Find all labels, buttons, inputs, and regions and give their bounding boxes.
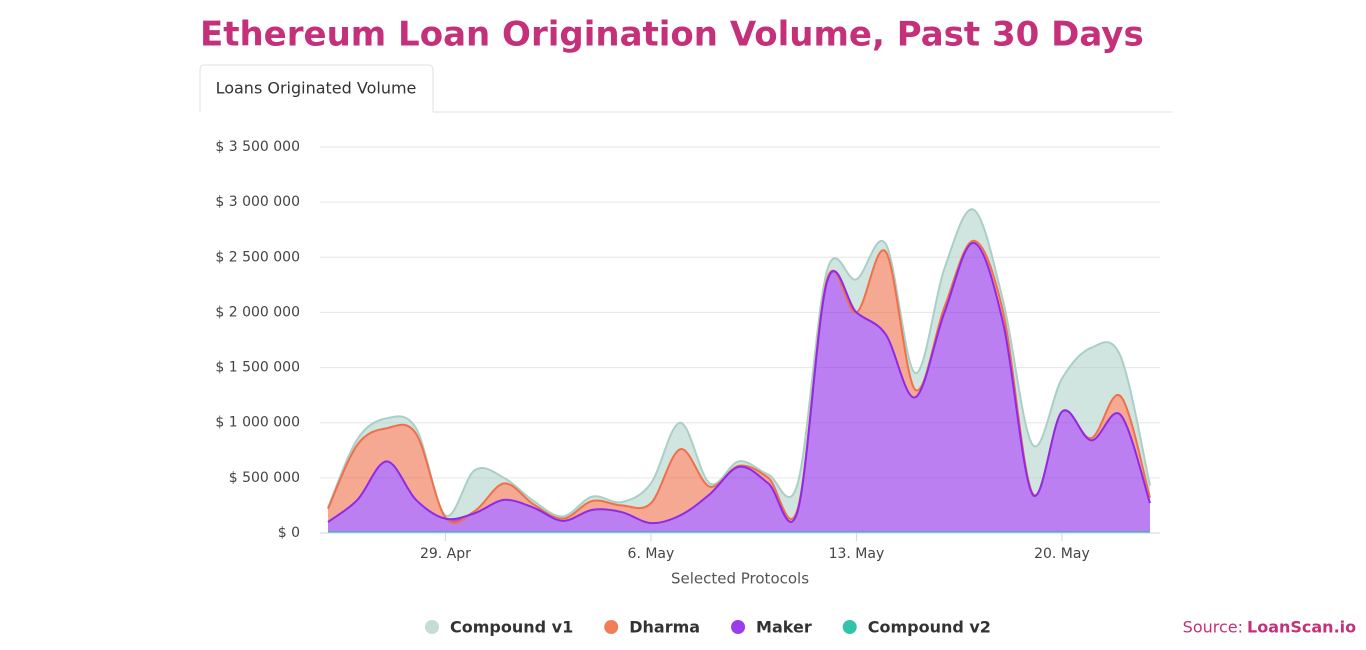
x-axis-title: Selected Protocols [671,570,809,588]
source-name: LoanScan.io [1247,618,1356,637]
y-tick-label: $ 2 500 000 [215,249,300,265]
legend-label: Maker [756,618,812,637]
y-tick-label: $ 0 [278,525,300,541]
source-label: Source: [1183,618,1243,637]
y-tick-label: $ 3 500 000 [215,139,300,155]
legend-label: Dharma [629,618,700,637]
legend-label: Compound v1 [450,618,573,637]
x-tick-label: 20. May [1034,546,1090,562]
legend-marker [731,620,746,634]
x-tick-label: 13. May [829,546,885,562]
area [328,242,1150,533]
legend-marker [842,620,857,634]
area-line [327,241,1151,525]
tab-frame [199,64,434,112]
legend-marker [425,620,439,634]
area-line [327,208,1151,518]
y-tick-label: $ 1 500 000 [215,360,300,376]
y-tick-label: $ 1 000 000 [215,415,300,431]
chart-title: Ethereum Loan Origination Volume, Past 3… [200,15,1144,55]
y-tick-label: $ 2 000 000 [215,304,300,320]
legend-label: Compound v2 [868,618,991,637]
y-tick-label: $ 500 000 [229,470,300,486]
x-tick-label: 29. Apr [420,546,471,562]
x-tick-label: 6. May [628,546,675,562]
area [328,209,1150,523]
tab-label[interactable]: Loans Originated Volume [216,79,417,98]
legend-marker [604,620,619,634]
y-tick-label: $ 3 000 000 [215,194,300,210]
